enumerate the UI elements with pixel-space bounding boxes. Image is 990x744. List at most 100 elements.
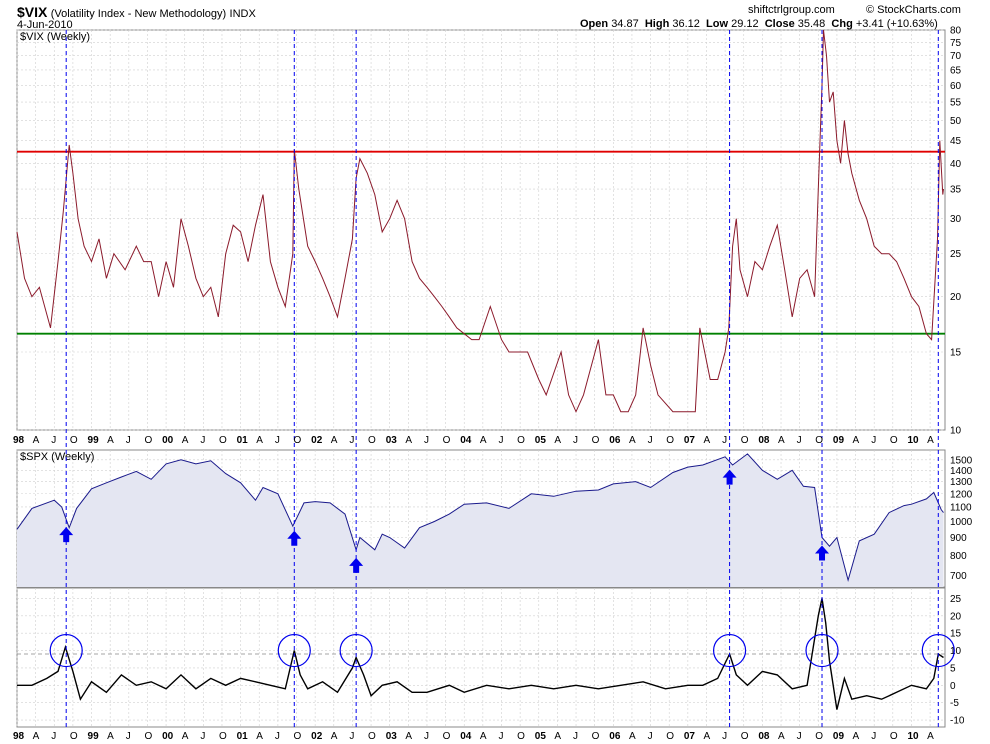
x-tick-label: A [331, 435, 338, 446]
y-tick-label: 0 [950, 681, 956, 692]
x-tick-label: O [592, 435, 600, 446]
y-tick-label: 1400 [950, 466, 973, 477]
x-tick-label: 98 [13, 435, 25, 446]
x-tick-label: J [51, 435, 56, 446]
x-tick-label-bottom: O [741, 731, 749, 742]
x-tick-label-bottom: A [554, 731, 561, 742]
x-tick-label-bottom: A [33, 731, 40, 742]
symbol-name: (Volatility Index - New Methodology) [50, 8, 227, 20]
x-tick-label-bottom: O [443, 731, 451, 742]
y-tick-label: 800 [950, 551, 967, 562]
chg-label: Chg [831, 18, 853, 30]
y-tick-label: 1100 [950, 502, 972, 513]
x-tick-label: A [554, 435, 561, 446]
x-tick-label: A [256, 435, 263, 446]
chart-title: $VIX (Volatility Index - New Methodology… [17, 4, 256, 20]
x-tick-label: O [144, 435, 152, 446]
x-tick-label-bottom: A [107, 731, 114, 742]
oscillator-series-line [17, 598, 944, 710]
x-tick-label: A [182, 435, 189, 446]
y-tick-label: 25 [950, 594, 962, 605]
y-tick-label: 35 [950, 185, 962, 196]
x-tick-label-bottom: A [927, 731, 934, 742]
x-tick-label: O [368, 435, 376, 446]
x-tick-label: A [853, 435, 860, 446]
x-tick-label-bottom: O [517, 731, 525, 742]
y-tick-label: 900 [950, 533, 967, 544]
chart-date: 4-Jun-2010 [17, 19, 73, 31]
arrow-up-icon [287, 530, 302, 546]
x-tick-label-bottom: J [722, 731, 727, 742]
x-tick-label-bottom: J [648, 731, 653, 742]
ohlc-readout: Open 34.87 High 36.12 Low 29.12 Close 35… [580, 18, 938, 30]
x-tick-label-bottom: 02 [311, 731, 323, 742]
x-tick-label: O [517, 435, 525, 446]
x-tick-label-bottom: A [703, 731, 710, 742]
x-tick-label: J [200, 435, 205, 446]
x-tick-label-bottom: 06 [609, 731, 621, 742]
x-tick-label: O [70, 435, 78, 446]
x-tick-label: 10 [907, 435, 919, 446]
x-tick-label: J [275, 435, 280, 446]
chg-value: +3.41 (+10.63%) [855, 18, 938, 30]
x-tick-label-bottom: O [70, 731, 78, 742]
x-tick-label: O [294, 435, 302, 446]
x-tick-label-bottom: O [368, 731, 376, 742]
y-tick-label: 1300 [950, 477, 973, 488]
y-tick-label: 15 [950, 629, 962, 640]
y-tick-label: 20 [950, 292, 962, 303]
x-tick-label-bottom: J [498, 731, 503, 742]
x-tick-label: 00 [162, 435, 174, 446]
x-tick-label-bottom: 08 [758, 731, 770, 742]
x-tick-label-bottom: J [51, 731, 56, 742]
x-tick-label: O [443, 435, 451, 446]
y-tick-label: 30 [950, 214, 962, 225]
x-tick-label-bottom: 07 [684, 731, 696, 742]
x-tick-label-bottom: J [424, 731, 429, 742]
exchange: INDX [229, 8, 256, 20]
x-tick-label-bottom: O [666, 731, 674, 742]
x-tick-label: 05 [535, 435, 547, 446]
y-tick-label: 700 [950, 571, 967, 582]
x-tick-label: 03 [386, 435, 398, 446]
x-tick-label-bottom: A [182, 731, 189, 742]
x-tick-label: A [33, 435, 40, 446]
y-tick-label: -10 [950, 716, 965, 727]
y-tick-label: 50 [950, 116, 962, 127]
y-tick-label: 10 [950, 426, 962, 437]
y-tick-label: 1500 [950, 455, 973, 466]
open-label: Open [580, 18, 609, 30]
x-tick-label-bottom: O [592, 731, 600, 742]
x-tick-label-bottom: J [349, 731, 354, 742]
x-tick-label: A [703, 435, 710, 446]
x-tick-label-bottom: 99 [88, 731, 100, 742]
spx-series-line [16, 453, 944, 582]
vix-series-line [16, 29, 944, 413]
x-tick-label-bottom: 09 [833, 731, 845, 742]
y-tick-label: 10 [950, 646, 962, 657]
x-tick-label-bottom: O [815, 731, 823, 742]
x-tick-label: A [927, 435, 934, 446]
y-tick-label: 1200 [950, 489, 973, 500]
panel-frame-1 [16, 29, 946, 431]
credit: © StockCharts.com [866, 4, 961, 16]
symbol: $VIX [17, 4, 48, 20]
close-label: Close [764, 18, 795, 30]
brand: shiftctrlgroup.com [748, 4, 835, 16]
panel-title: $SPX (Weekly) [20, 451, 94, 463]
x-tick-label-bottom: A [629, 731, 636, 742]
x-tick-label: A [480, 435, 487, 446]
x-tick-label: J [126, 435, 131, 446]
x-tick-label: J [498, 435, 503, 446]
x-tick-label-bottom: A [853, 731, 860, 742]
x-tick-label-bottom: 03 [386, 731, 398, 742]
y-tick-label: 5 [950, 663, 956, 674]
y-tick-label: -5 [950, 698, 959, 709]
y-tick-label: 55 [950, 98, 962, 109]
x-tick-label-bottom: A [480, 731, 487, 742]
y-tick-label: 70 [950, 51, 962, 62]
y-tick-label: 20 [950, 611, 962, 622]
x-tick-label-bottom: A [778, 731, 785, 742]
x-tick-label-bottom: A [405, 731, 412, 742]
